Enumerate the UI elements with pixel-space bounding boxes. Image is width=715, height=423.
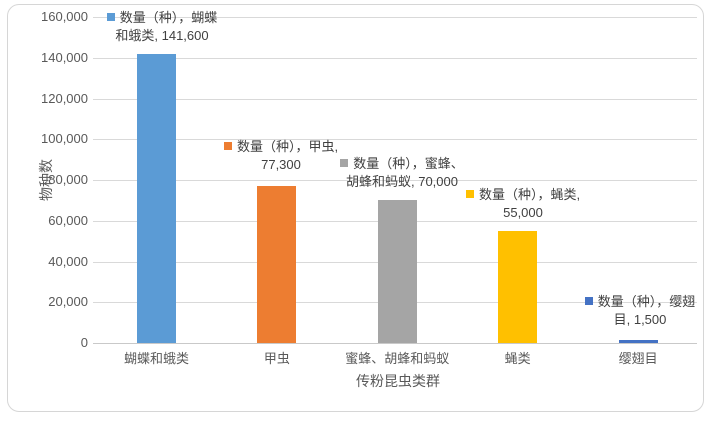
y-tick-label: 140,000 [41,49,88,65]
data-label: 数量（种），缨翅目, 1,500 [545,293,715,329]
data-label: 数量（种），甲虫, 77,300 [186,138,376,174]
bar-蜜蜂、胡蜂和蚂蚁 [377,200,417,343]
data-label-line1: 数量（种），蜜蜂、 [307,155,497,173]
x-axis-line [93,343,697,344]
data-label-line1: 数量（种），甲虫, [186,138,376,156]
bar-蝇类 [498,230,538,343]
bar-甲虫 [257,185,297,343]
legend-key-icon [340,159,349,167]
y-tick-label: 20,000 [48,294,88,310]
bar-蝴蝶和蛾类 [137,54,176,343]
data-label: 数量（种），蝇类, 55,000 [428,186,618,222]
legend-key-icon [584,297,593,305]
data-label-line2: 55,000 [503,205,543,220]
category-label: 缨翅目 [618,351,658,366]
x-axis-title: 传粉昆虫类群 [356,373,440,389]
data-label-text: 数量（种），甲虫, [236,139,339,154]
data-label-text: 数量（种），蜜蜂、 [353,156,464,171]
y-tick-label: 80,000 [48,172,88,187]
data-label: 数量（种），蝴蝶和蛾类, 141,600 [67,9,257,45]
legend-key-icon [106,13,115,21]
legend-key-icon [223,142,232,150]
y-tick-label: 160,000 [41,9,88,24]
category-label: 蝇类 [504,351,531,366]
data-label-line1: 数量（种），缨翅 [545,293,715,311]
category-label: 蝴蝶和蛾类 [123,351,189,366]
legend-key-icon [465,190,474,198]
data-label-line2: 目, 1,500 [613,312,667,327]
y-tick-label: 60,000 [48,212,88,228]
gridline [93,17,697,18]
y-tick-label: 100,000 [41,131,88,147]
data-label-text: 数量（种），缨翅 [597,294,696,309]
gridline [93,57,697,59]
data-label-line1: 数量（种），蝇类, [428,186,618,204]
data-label-line2: 77,300 [261,157,301,172]
data-label-text: 数量（种），蝇类, [478,187,581,202]
gridline [93,180,697,181]
gridline [93,98,697,100]
data-label-line2: 和蛾类, 141,600 [115,28,209,43]
y-tick-label: 0 [80,335,88,350]
data-label-text: 数量（种），蝴蝶 [119,10,218,25]
category-label: 甲虫 [263,351,290,366]
data-label-line2: 胡蜂和蚂蚁, 70,000 [346,174,458,189]
y-tick-label: 120,000 [41,90,88,106]
bar-缨翅目 [618,339,658,343]
category-label: 蜜蜂、胡蜂和蚂蚁 [345,351,450,366]
y-tick-label: 40,000 [48,253,88,269]
chart-border [7,4,704,412]
gridline [93,139,697,141]
data-label: 数量（种），蜜蜂、胡蜂和蚂蚁, 70,000 [307,155,497,191]
data-label-line1: 数量（种），蝴蝶 [67,9,257,27]
